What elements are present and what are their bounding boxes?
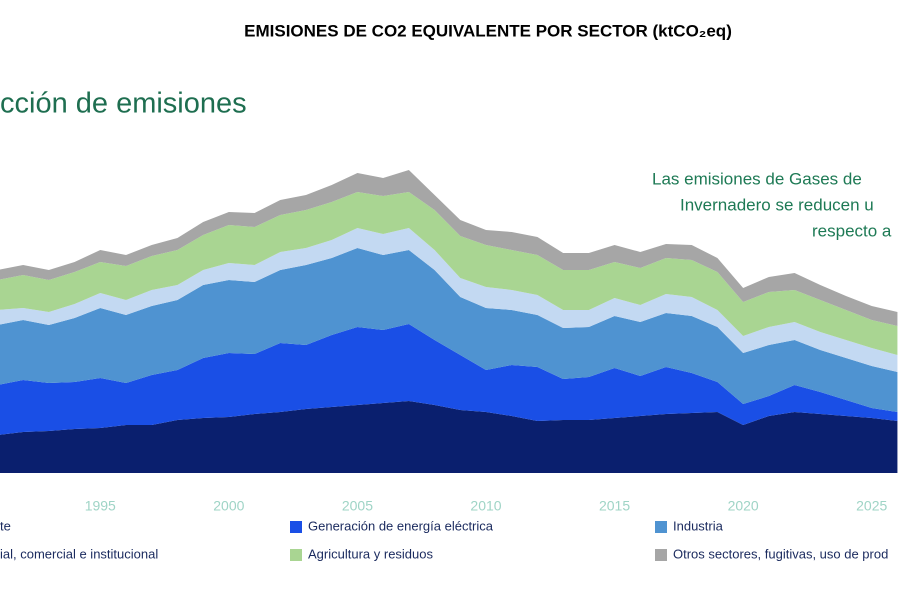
- x-tick-label: 2000: [213, 498, 244, 514]
- x-tick-label: 2010: [470, 498, 501, 514]
- legend-label: ial, comercial e institucional: [0, 546, 158, 561]
- area: [0, 170, 898, 326]
- legend-label: Generación de energía eléctrica: [308, 518, 494, 533]
- chart-title: EMISIONES DE CO2 EQUIVALENTE POR SECTOR …: [244, 21, 732, 40]
- area: [0, 192, 898, 355]
- annotation: Invernadero se reducen u: [680, 195, 874, 214]
- legend-marker: [290, 521, 302, 533]
- x-tick-label: 1995: [85, 498, 116, 514]
- x-tick-label: 2005: [342, 498, 373, 514]
- x-tick-label: 2025: [856, 498, 887, 514]
- legend-marker: [290, 549, 302, 561]
- area: [0, 324, 898, 435]
- legend-label: te: [0, 518, 11, 533]
- annotation: respecto a: [812, 221, 892, 240]
- legend-marker: [655, 549, 667, 561]
- legend-label: Otros sectores, fugitivas, uso de prod: [673, 546, 888, 561]
- legend-marker: [655, 521, 667, 533]
- legend-label: Agricultura y residuos: [308, 546, 433, 561]
- x-tick-label: 2020: [728, 498, 759, 514]
- area: [0, 401, 898, 473]
- area: [0, 248, 898, 412]
- subtitle: cción de emisiones: [0, 88, 247, 120]
- x-tick-label: 2015: [599, 498, 630, 514]
- legend-label: Industria: [673, 518, 724, 533]
- annotation: Las emisiones de Gases de: [652, 169, 862, 188]
